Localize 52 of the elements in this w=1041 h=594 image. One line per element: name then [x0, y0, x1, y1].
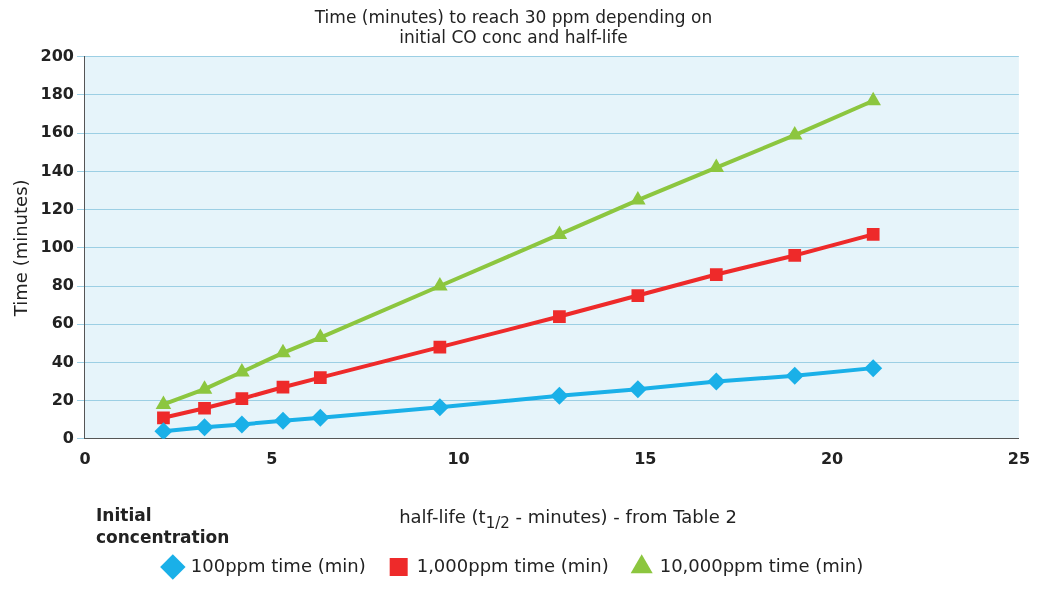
point	[865, 91, 881, 106]
y-axis-title: Time (minutes)	[10, 179, 32, 318]
point	[864, 359, 883, 378]
point	[785, 366, 804, 385]
point	[196, 380, 213, 394]
point	[628, 380, 647, 399]
point	[232, 415, 251, 434]
point	[198, 401, 211, 415]
y-tick-label: 100	[40, 236, 74, 256]
x-axis-title: half-life (t$_{1/2}$ - minutes) - from Table 2	[398, 506, 738, 532]
text: Initial concentration	[96, 504, 230, 548]
point	[786, 126, 803, 140]
chart-title: Time (minutes) to reach 30 ppm depending on initial CO conc and half-life	[313, 6, 713, 48]
point	[631, 289, 645, 302]
point	[313, 371, 327, 385]
legend-label: 1,000ppm time (min)	[416, 554, 609, 576]
point	[550, 386, 569, 405]
point	[275, 343, 291, 358]
y-tick-label: 180	[40, 84, 74, 104]
point	[553, 310, 566, 323]
y-tick-label: 20	[51, 389, 74, 409]
x-tick-label: 20	[820, 448, 844, 468]
x-tick-label: 25	[1007, 448, 1030, 468]
point	[273, 411, 292, 430]
y-tick-label: 0	[62, 427, 74, 447]
point	[788, 249, 802, 262]
point	[195, 418, 214, 437]
point	[311, 408, 330, 427]
x-tick-label: 5	[266, 448, 278, 468]
y-tick-label: 60	[51, 313, 74, 333]
y-tick-label: 40	[51, 351, 74, 371]
legend-label: 10,000ppm time (min)	[659, 554, 864, 576]
point	[630, 191, 646, 205]
point	[154, 422, 173, 439]
point	[432, 277, 448, 291]
y-tick-label: 80	[51, 275, 74, 295]
x-tick-label: 10	[447, 448, 470, 468]
point	[708, 158, 725, 173]
x-tick-label: 0	[79, 448, 91, 468]
point	[866, 228, 880, 241]
point	[235, 392, 249, 406]
legend-label: 100ppm time (min)	[190, 554, 366, 576]
point	[707, 372, 726, 391]
y-tick-label: 120	[40, 198, 74, 218]
y-tick-label: 200	[40, 45, 74, 65]
point	[157, 411, 170, 425]
point	[276, 380, 290, 394]
point	[709, 268, 723, 281]
x-tick-label: 15	[634, 448, 657, 468]
point	[430, 398, 449, 417]
y-tick-label: 160	[40, 122, 74, 142]
y-tick-label: 140	[40, 160, 74, 180]
